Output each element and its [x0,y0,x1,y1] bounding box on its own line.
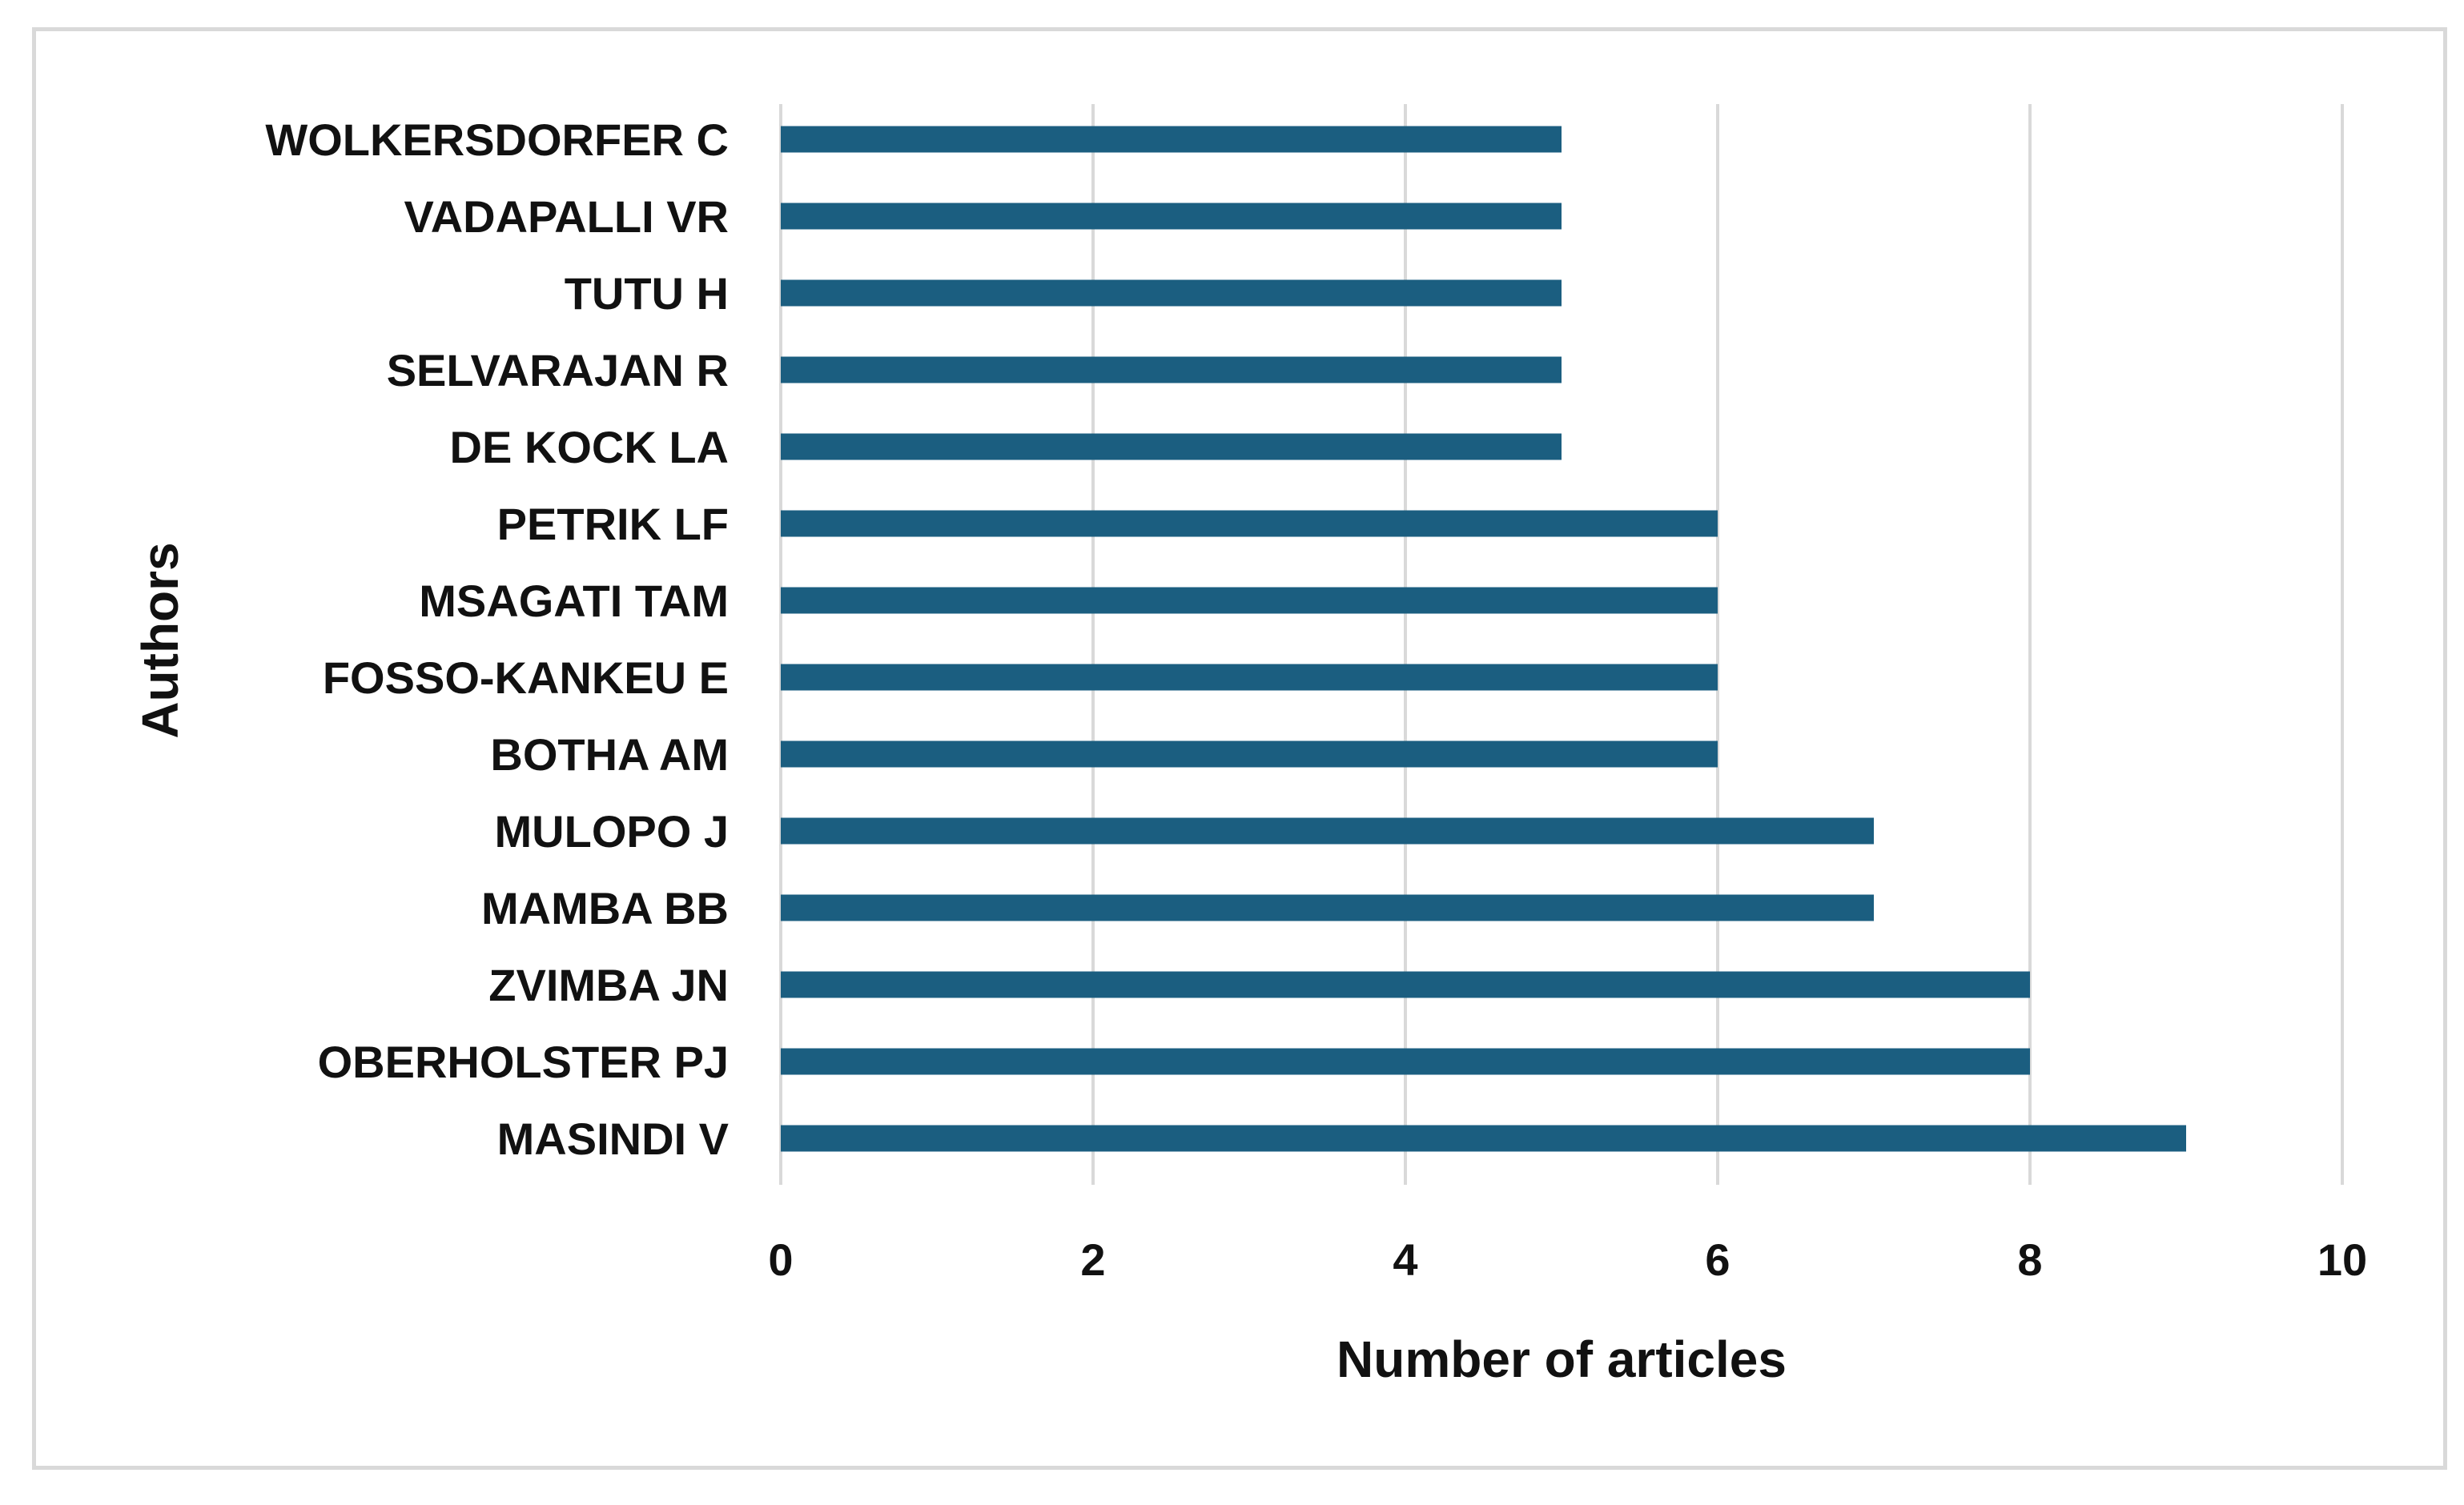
bars [781,126,2186,1152]
x-axis-title: Number of articles [1337,1330,1787,1388]
bar [781,664,1718,691]
x-tick-labels: 0 2 4 6 8 10 [768,1234,2367,1285]
category-label: WOLKERSDORFER C [265,114,729,165]
x-tick-label: 10 [2317,1234,2367,1285]
y-axis-title: Authors [131,542,189,738]
category-labels: MASINDI V OBERHOLSTER PJ ZVIMBA JN MAMBA BB… [265,114,729,1164]
bar [781,356,1562,383]
gridlines [779,104,2344,1185]
bar [781,126,1562,153]
bar [781,279,1562,307]
bar [781,740,1718,768]
category-label: OBERHOLSTER PJ [318,1037,729,1087]
bar [781,817,1874,845]
bar [781,971,2030,998]
bar [781,510,1718,537]
category-label: FOSSO-KANKEU E [323,652,729,703]
category-label: MAMBA BB [481,883,729,933]
category-label: SELVARAJAN R [387,345,729,395]
category-label: MSAGATI TAM [419,576,729,626]
category-label: DE KOCK LA [450,422,729,472]
category-label: PETRIK LF [497,499,729,549]
x-tick-label: 6 [1705,1234,1730,1285]
x-tick-label: 0 [768,1234,793,1285]
category-label: BOTHA AM [490,729,729,780]
bar [781,203,1562,230]
bar [781,433,1562,460]
bar [781,1048,2030,1075]
bar [781,1125,2186,1152]
category-label: VADAPALLI VR [404,191,729,242]
x-tick-label: 4 [1393,1234,1417,1285]
bar [781,894,1874,921]
bar [781,587,1718,614]
category-label: MULOPO J [495,806,729,857]
category-label: MASINDI V [497,1114,729,1164]
category-label: ZVIMBA JN [488,960,729,1010]
x-tick-label: 8 [2017,1234,2042,1285]
x-tick-label: 2 [1080,1234,1105,1285]
category-label: TUTU H [565,268,729,319]
